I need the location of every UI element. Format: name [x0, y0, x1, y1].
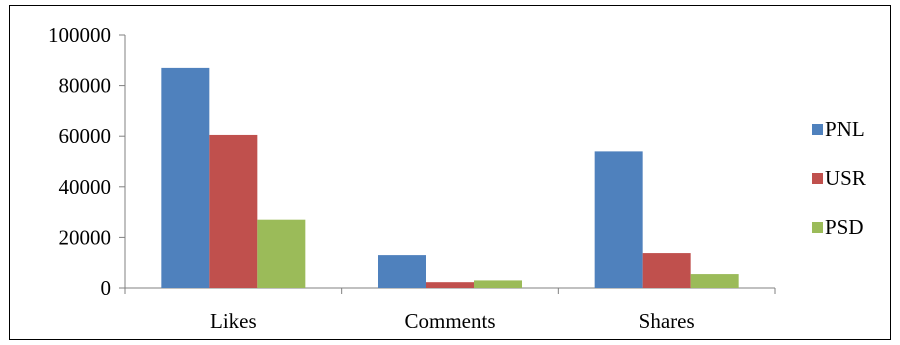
x-tick-label: Comments: [404, 309, 495, 333]
legend-label-usr: USR: [825, 166, 866, 190]
y-tick-label: 80000: [59, 74, 112, 98]
bar-usr-comments: [426, 282, 474, 288]
legend: PNL USR PSD: [812, 117, 866, 239]
y-tick-label: 40000: [59, 175, 112, 199]
bar-psd-likes: [257, 219, 306, 288]
bars: [161, 67, 739, 288]
legend-swatch-usr: [812, 173, 823, 184]
x-tick-label: Shares: [639, 309, 695, 333]
bar-pnl-shares: [594, 151, 643, 288]
y-tick-label: 0: [101, 276, 112, 300]
bar-usr-likes: [209, 134, 258, 288]
legend-swatch-psd: [812, 222, 823, 233]
y-tick-label: 100000: [48, 23, 111, 47]
bar-pnl-likes: [161, 67, 210, 288]
bar-psd-shares: [690, 274, 739, 288]
legend-label-pnl: PNL: [825, 117, 865, 141]
y-tick-label: 60000: [59, 124, 112, 148]
legend-label-psd: PSD: [825, 215, 864, 239]
bar-psd-comments: [474, 280, 522, 288]
x-tick-label: Likes: [210, 309, 257, 333]
bar-usr-shares: [642, 253, 691, 288]
y-axis: 0 20000 40000 60000 80000 100000: [48, 23, 126, 300]
y-tick-label: 20000: [59, 225, 112, 249]
x-axis: Likes Comments Shares: [124, 287, 776, 333]
bar-pnl-comments: [378, 255, 426, 288]
legend-swatch-pnl: [812, 124, 823, 135]
